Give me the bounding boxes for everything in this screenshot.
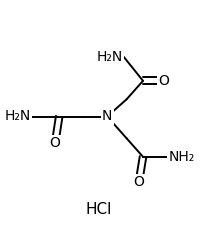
Text: O: O (133, 175, 144, 189)
Text: O: O (50, 136, 60, 150)
Text: H₂N: H₂N (4, 110, 31, 123)
Text: N: N (102, 110, 112, 123)
Text: NH₂: NH₂ (169, 150, 195, 164)
Text: HCl: HCl (86, 202, 112, 217)
Text: O: O (158, 74, 169, 88)
Text: H₂N: H₂N (96, 50, 123, 64)
